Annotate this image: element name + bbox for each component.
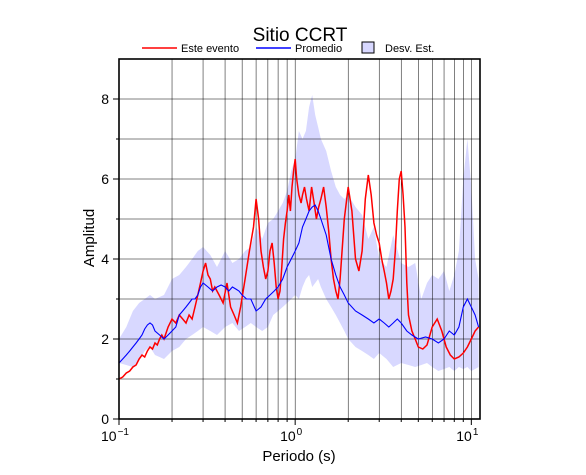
legend-label: Promedio — [295, 43, 342, 55]
chart-title: Sitio CCRT — [253, 25, 348, 46]
y-tick-label: 0 — [101, 411, 109, 427]
x-tick-label: 10−1 — [101, 427, 129, 444]
legend: Este evento Promedio Desv. Est. — [142, 41, 434, 55]
y-tick-label: 2 — [101, 331, 109, 347]
plot-frame — [118, 58, 481, 420]
y-axis-label: Amplitud — [81, 209, 98, 267]
x-tick-exponent: −1 — [118, 427, 130, 438]
x-tick-label: 101 — [456, 427, 479, 444]
legend-swatch-box — [361, 41, 375, 54]
y-tick-label: 4 — [101, 251, 109, 267]
x-tick-exponent: 1 — [473, 427, 479, 438]
series-layer — [118, 158, 480, 380]
grid — [118, 58, 480, 420]
x-axis-label: Periodo (s) — [262, 448, 335, 465]
std-band-area — [119, 95, 479, 371]
y-tick-label: 8 — [101, 91, 109, 107]
x-tick-exponent: 0 — [297, 427, 303, 438]
y-tick-label: 6 — [101, 171, 109, 187]
series-line-promedio — [118, 204, 480, 364]
legend-label: Este evento — [181, 43, 239, 55]
legend-label: Desv. Est. — [385, 43, 434, 55]
std-band — [119, 95, 479, 371]
x-tick-label: 100 — [280, 427, 303, 444]
series-line-este-evento — [118, 158, 480, 380]
